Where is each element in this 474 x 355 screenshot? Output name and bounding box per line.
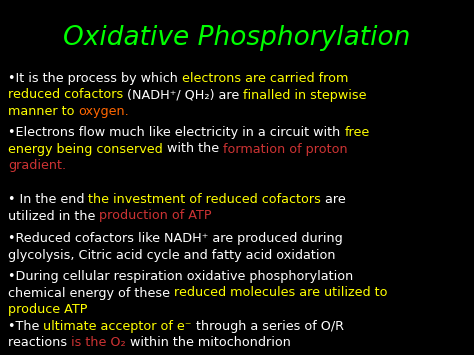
Text: is the O₂: is the O₂ [71,337,126,350]
Text: reactions: reactions [8,337,71,350]
Text: Oxidative Phosphorylation: Oxidative Phosphorylation [64,25,410,51]
Text: • In the end: • In the end [8,193,89,206]
Text: oxygen.: oxygen. [79,105,129,118]
Text: ultimate acceptor of e⁻: ultimate acceptor of e⁻ [44,320,192,333]
Text: •During cellular respiration oxidative phosphorylation: •During cellular respiration oxidative p… [8,270,353,283]
Text: within the mitochondrion: within the mitochondrion [126,337,291,350]
Text: glycolysis, Citric acid cycle and fatty acid oxidation: glycolysis, Citric acid cycle and fatty … [8,248,336,262]
Text: •It is the process by which: •It is the process by which [8,72,182,85]
Text: reduced molecules are utilized to: reduced molecules are utilized to [174,286,388,300]
Text: reduced cofactors: reduced cofactors [8,88,123,102]
Text: (NADH⁺/ QH₂) are: (NADH⁺/ QH₂) are [123,88,244,102]
Text: manner to: manner to [8,105,79,118]
Text: •Reduced cofactors like NADH⁺ are produced during: •Reduced cofactors like NADH⁺ are produc… [8,232,343,245]
Text: free: free [344,126,370,139]
Text: electrons are carried from: electrons are carried from [182,72,348,85]
Text: the investment of reduced cofactors: the investment of reduced cofactors [89,193,321,206]
Text: through a series of O/R: through a series of O/R [192,320,344,333]
Text: formation of proton: formation of proton [223,142,347,155]
Text: energy being conserved: energy being conserved [8,142,163,155]
Text: finalled in stepwise: finalled in stepwise [244,88,367,102]
Text: are: are [321,193,346,206]
Text: utilized in the: utilized in the [8,209,100,223]
Text: with the: with the [163,142,223,155]
Text: chemical energy of these: chemical energy of these [8,286,174,300]
Text: •The: •The [8,320,44,333]
Text: produce ATP: produce ATP [8,303,88,316]
Text: gradient.: gradient. [8,159,66,172]
Text: production of ATP: production of ATP [100,209,212,223]
Text: •Electrons flow much like electricity in a circuit with: •Electrons flow much like electricity in… [8,126,344,139]
